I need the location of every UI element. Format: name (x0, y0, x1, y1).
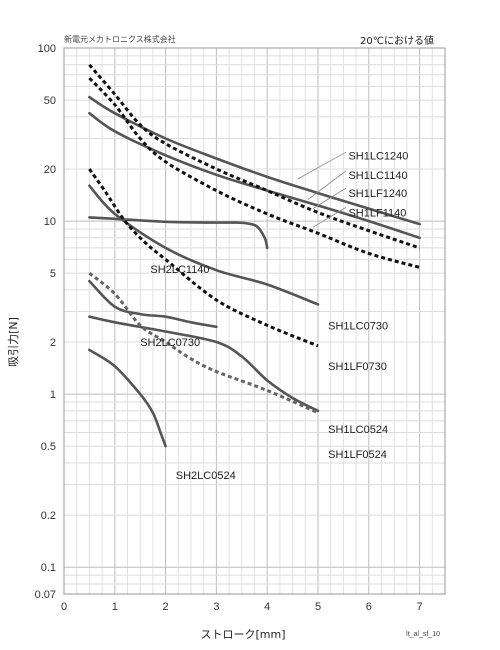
temperature-condition: 20℃における値 (360, 34, 434, 47)
y-tick-label: 0.2 (41, 510, 56, 522)
x-tick-label: 6 (366, 601, 372, 613)
y-tick-label: 100 (38, 43, 56, 55)
y-tick-label: 20 (44, 164, 56, 176)
series-label-sh1lf1240: SH1LF1240 (348, 188, 407, 200)
x-axis-title: ストローク[mm] (200, 628, 285, 641)
series-line-sh1lc1240 (88, 95, 421, 226)
series-line-sh2lc1140 (88, 216, 269, 250)
series-label-sh1lc0730: SH1LC0730 (328, 320, 388, 332)
y-tick-label: 5 (50, 268, 56, 280)
series-lines (88, 63, 421, 448)
x-tick-label: 4 (264, 601, 270, 613)
series-label-sh2lc0730: SH2LC0730 (140, 337, 200, 349)
series-line-sh1lf0730 (88, 168, 319, 348)
y-tick-label: 2 (50, 337, 56, 349)
leader-line-sh1lf1140 (312, 207, 347, 228)
y-tick-label: 0.07 (35, 589, 56, 601)
series-label-sh2lc1140: SH2LC1140 (150, 264, 209, 276)
series-line-sh1lf1240 (88, 63, 421, 250)
y-tick-label: 50 (44, 95, 56, 107)
series-label-sh1lf0730: SH1LF0730 (328, 361, 387, 373)
series-line-sh1lc0524 (88, 315, 320, 413)
x-tick-label: 1 (112, 601, 118, 613)
series-line-sh1lc1140 (88, 111, 421, 240)
series-line-sh2lc0730 (88, 279, 218, 329)
plot-frame (63, 47, 446, 595)
series-label-sh1lc0524: SH1LC0524 (328, 424, 388, 436)
x-tick-label: 2 (163, 601, 169, 613)
x-tick-label: 5 (315, 601, 321, 613)
leader-line-sh1lc1240 (297, 151, 347, 180)
series-label-sh1lc1240: SH1LC1240 (348, 150, 408, 162)
x-tick-label: 7 (417, 601, 423, 613)
company-name: 新電元メカトロニクス株式会社 (64, 34, 176, 44)
y-tick-label: 1 (50, 389, 56, 401)
series-labels: SH1LC1240 SH1LC1140 SH1LF1240 SH1LF1140 SH2L… (140, 150, 408, 482)
label-leaders (297, 151, 347, 228)
series-line-sh1lf1140 (88, 77, 420, 269)
y-tick-label: 0.1 (41, 562, 56, 574)
series-label-sh2lc0524: SH2LC0524 (176, 470, 236, 482)
series-label-sh1lc1140: SH1LC1140 (348, 170, 407, 182)
tick-labels: 0 1 2 3 4 5 6 7 100 50 20 10 5 2 1 0.5 0.2 0.1 0.07 (35, 43, 423, 613)
series-line-sh1lc0730 (88, 184, 320, 306)
leader-line-sh1lc1140 (307, 170, 347, 200)
series-label-sh1lf0524: SH1LF0524 (328, 449, 387, 461)
series-line-sh1lf0524 (88, 272, 319, 415)
y-axis-title: 吸引力[N] (6, 317, 20, 367)
series-line-sh2lc0524 (88, 348, 167, 448)
y-tick-label: 0.5 (41, 441, 56, 453)
x-tick-label: 3 (213, 601, 219, 613)
series-label-sh1lf1140: SH1LF1140 (348, 208, 406, 220)
figure-code: lt_al_sf_10 (406, 631, 440, 638)
y-tick-label: 10 (44, 216, 56, 228)
leader-line-sh1lf1240 (312, 187, 347, 209)
x-tick-label: 0 (61, 601, 67, 613)
